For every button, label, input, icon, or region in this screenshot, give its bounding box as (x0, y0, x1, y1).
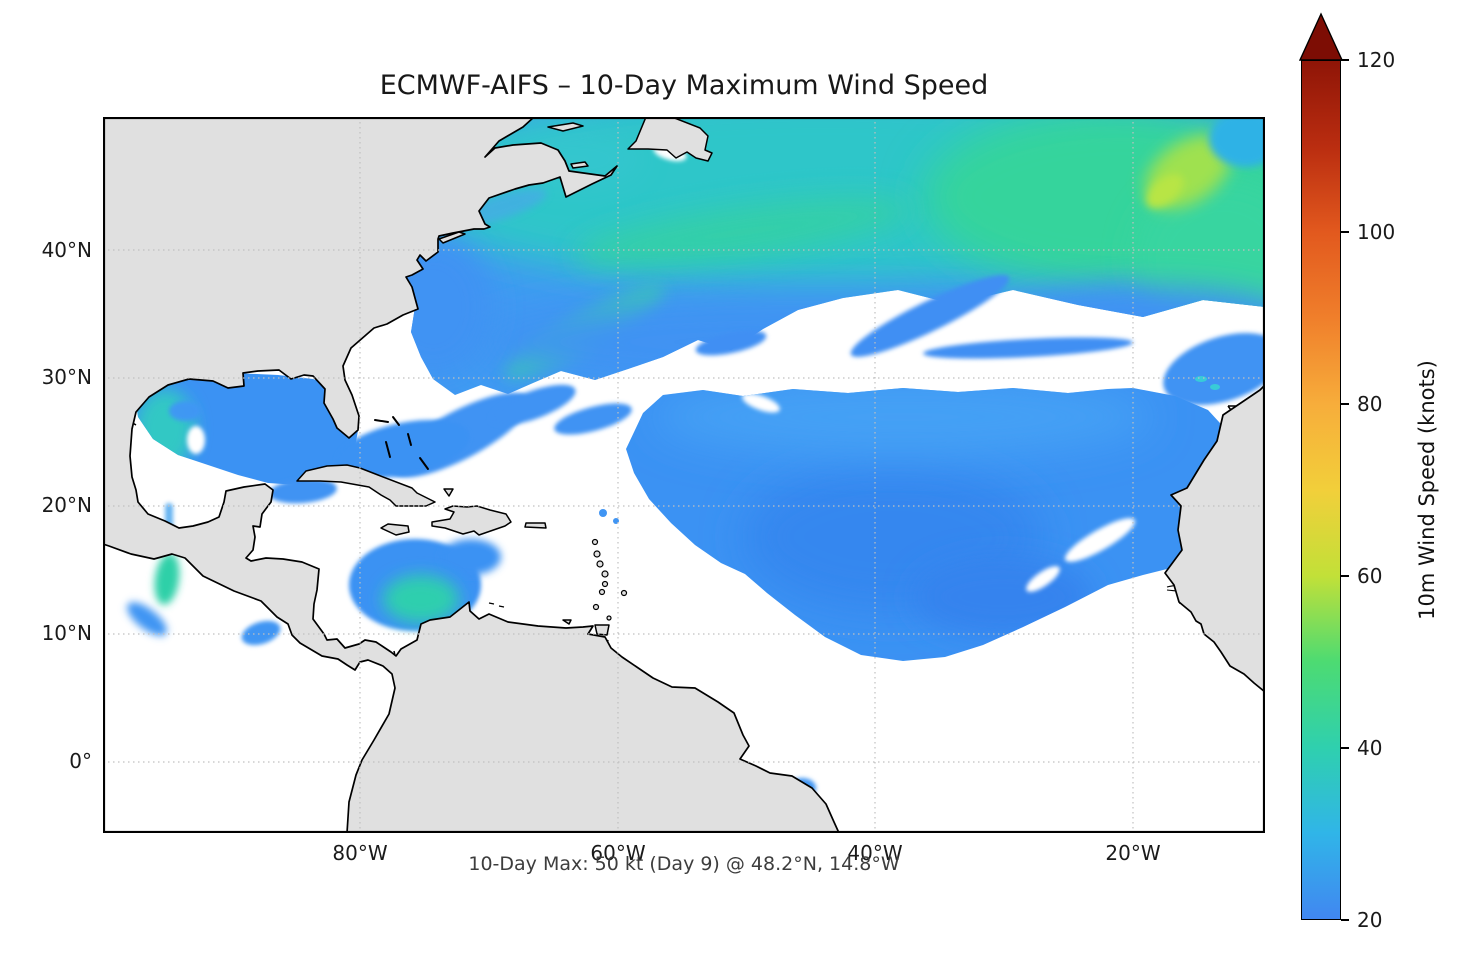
lon-tick-label: 40°W (847, 841, 903, 865)
anticosti-island (547, 122, 584, 132)
lon-tick-label: 20°W (1105, 841, 1161, 865)
lat-tick-label: 30°N (41, 365, 92, 389)
colorbar-tick (1341, 575, 1349, 577)
colorbar-axis-label: 10m Wind Speed (knots) (1415, 360, 1439, 620)
lat-tick-label: 40°N (41, 238, 92, 262)
papagayo-jet (241, 620, 281, 646)
colorbar-tick (1341, 403, 1349, 405)
colorbar-tick (1341, 747, 1349, 749)
colorbar-gradient (1301, 60, 1341, 920)
map-canvas (103, 117, 1265, 833)
gulf-of-mexico-wind (133, 373, 359, 485)
page-subtitle: 10-Day Max: 50 kt (Day 9) @ 48.2°N, 14.8… (468, 853, 900, 875)
bahamas-slivers (374, 416, 429, 470)
margarita (562, 619, 572, 625)
page-title: ECMWF-AIFS – 10-Day Maximum Wind Speed (379, 70, 989, 101)
lon-tick-label: 80°W (332, 841, 388, 865)
colorbar-tick-label: 100 (1357, 220, 1396, 244)
colorbar-tick (1341, 59, 1349, 61)
hispaniola (431, 505, 512, 536)
trinidad (594, 624, 610, 636)
long-island (438, 231, 466, 244)
lat-tick-label: 10°N (41, 621, 92, 645)
colorbar-tick (1341, 919, 1349, 921)
colorbar-extend-arrow-icon (1299, 12, 1343, 61)
cuba (296, 464, 436, 507)
lesser-antilles (488, 538, 628, 621)
prince-edward-island (570, 161, 589, 169)
islands-layer (296, 117, 713, 636)
colorbar-tick-label: 40 (1357, 736, 1383, 760)
lat-tick-label: 20°N (41, 493, 92, 517)
jamaica (380, 523, 410, 536)
lon-tick-label: 60°W (590, 841, 646, 865)
map-frame (103, 117, 1265, 833)
gridlines (103, 117, 1265, 833)
iowa-wind-spot (169, 401, 201, 421)
great-inagua (443, 488, 454, 497)
puerto-rico (524, 522, 547, 529)
colorbar-arrow-triangle (1299, 12, 1343, 61)
colorbar-tick-label: 80 (1357, 392, 1383, 416)
colorbar-tick-label: 120 (1357, 48, 1396, 72)
tehuantepec-jet (154, 553, 180, 605)
lat-tick-label: 0° (69, 749, 92, 773)
newfoundland (627, 117, 713, 162)
colorbar-tick-label: 60 (1357, 564, 1383, 588)
colorbar-tick-label: 20 (1357, 908, 1383, 932)
caribbean-wind-patch (349, 539, 501, 631)
colorbar-tick (1341, 231, 1349, 233)
